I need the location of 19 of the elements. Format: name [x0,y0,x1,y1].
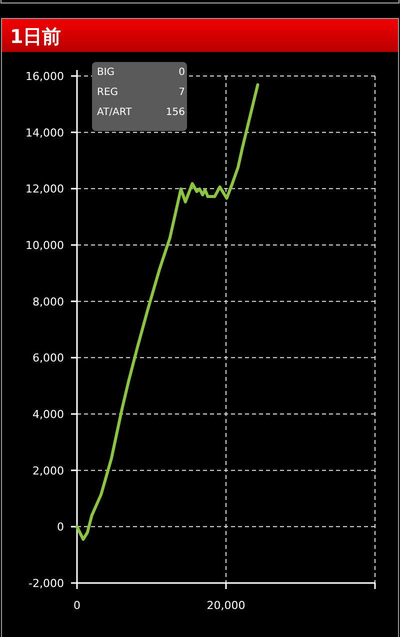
x-tick-label: 20,000 [206,599,246,612]
line-series [76,83,260,541]
y-tick-label: 12,000 [26,182,64,196]
annotation: AT/ART [97,107,133,118]
y-tick-label: 8,000 [32,295,64,308]
annotation: 7 [178,87,185,98]
y-tick-label: 2,000 [32,464,64,478]
y-tick-label: 6,000 [32,352,64,365]
annotation: BIG [97,67,115,78]
y-tick-label: 16,000 [26,70,64,83]
annotation: 156 [166,107,185,118]
y-tick-label: 4,000 [32,408,64,421]
y-tick-label: 10,000 [26,239,64,252]
annotation: REG [97,87,118,98]
annotation: 0 [178,67,185,78]
y-tick-label: 14,000 [26,126,64,140]
y-tick-label: -2,000 [28,577,64,590]
y-tick-label: 0 [57,520,64,534]
chart-title: 1日前 [10,26,62,48]
